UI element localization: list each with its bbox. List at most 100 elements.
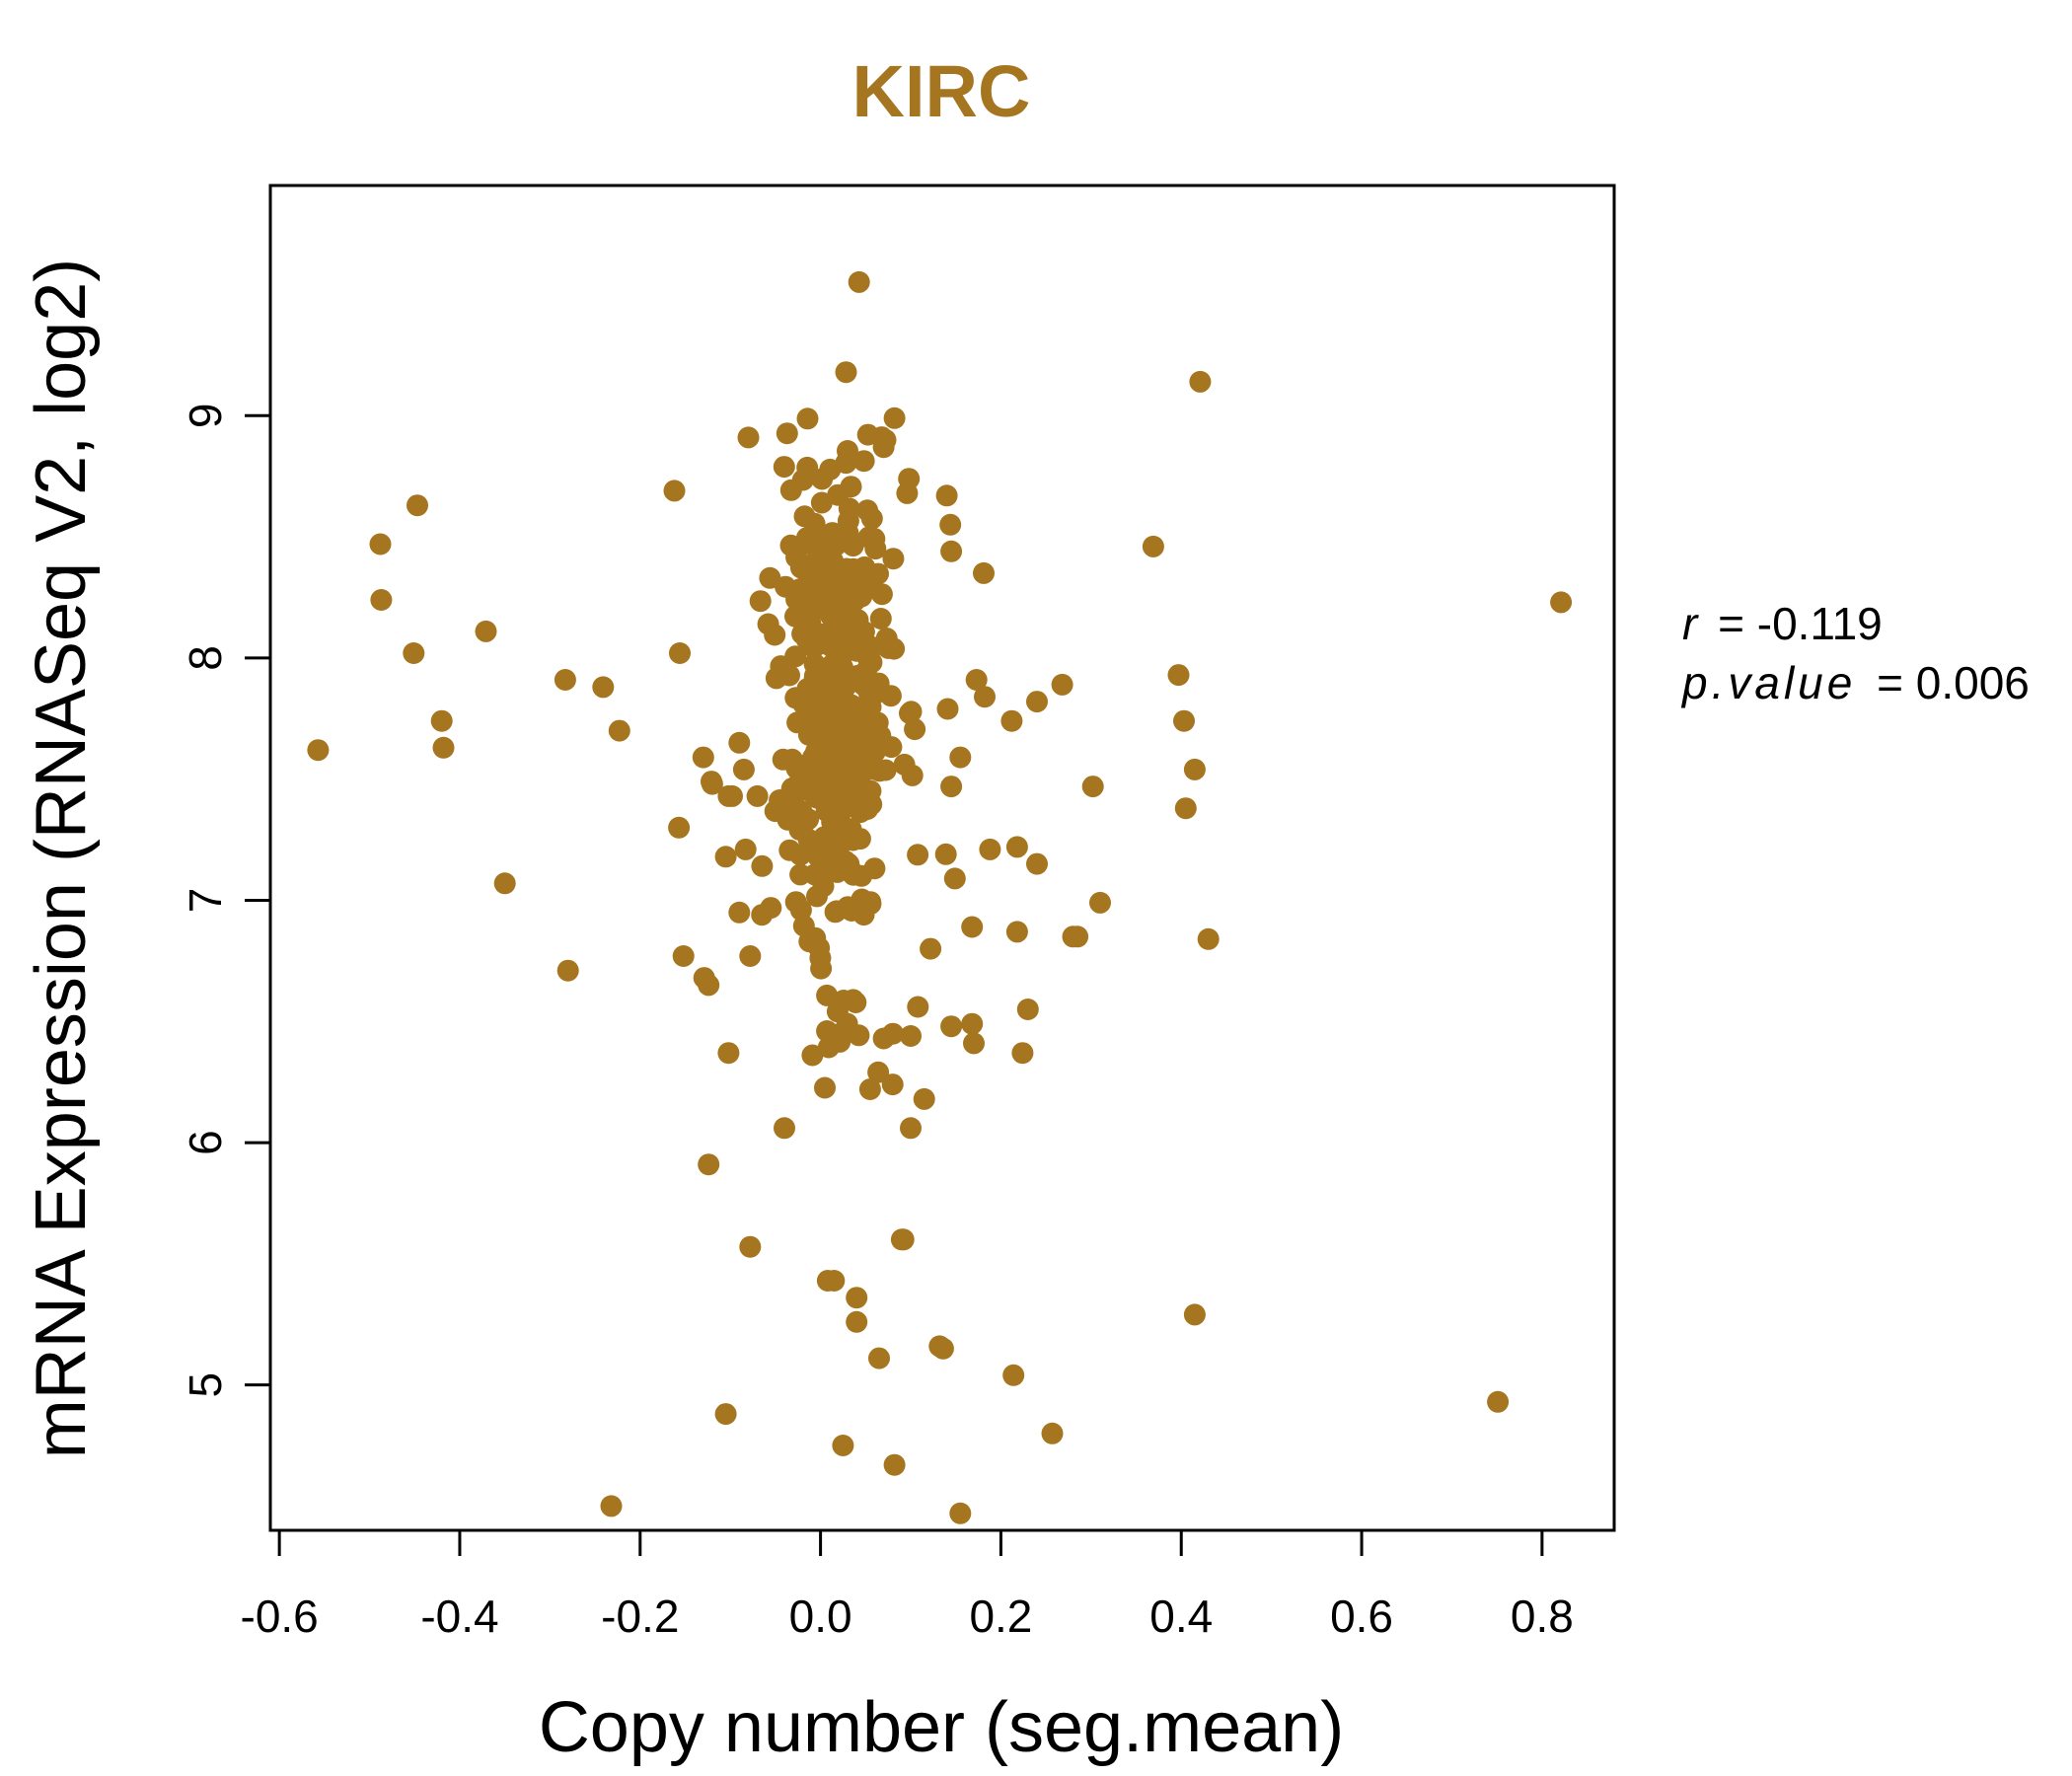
data-point: [1005, 836, 1028, 858]
data-point: [554, 669, 576, 691]
data-point: [692, 746, 714, 769]
r-label: r: [1682, 598, 1699, 649]
data-point: [784, 891, 807, 914]
data-point: [801, 696, 824, 718]
data-point: [592, 676, 615, 699]
data-point: [407, 494, 428, 517]
data-point: [940, 776, 963, 798]
data-point: [882, 1022, 904, 1045]
data-point: [814, 1076, 836, 1099]
data-point: [812, 659, 835, 682]
data-point: [904, 718, 926, 741]
data-point: [739, 945, 762, 967]
data-point: [961, 916, 984, 938]
data-point: [774, 1117, 795, 1140]
x-tick-label: 0.4: [1149, 1591, 1213, 1642]
data-point: [817, 1036, 840, 1059]
chart-title: KIRC: [852, 50, 1031, 132]
data-point: [881, 1073, 904, 1096]
data-point: [1067, 925, 1089, 948]
data-point: [608, 719, 630, 742]
data-point: [370, 589, 393, 611]
data-point: [832, 773, 854, 795]
data-point: [837, 509, 859, 532]
data-point: [556, 959, 579, 982]
data-point: [698, 1153, 720, 1176]
data-point: [668, 816, 691, 839]
data-point: [963, 1032, 985, 1055]
data-point: [827, 860, 849, 883]
p-label: p.value: [1680, 657, 1856, 708]
data-point: [823, 1270, 846, 1292]
data-point: [737, 426, 760, 449]
data-point: [863, 857, 886, 880]
x-tick-label: 0.6: [1330, 1591, 1393, 1642]
data-point: [879, 685, 902, 707]
data-point: [739, 1235, 762, 1258]
data-point: [940, 540, 963, 562]
data-point: [965, 669, 988, 691]
data-point: [848, 270, 870, 293]
data-point: [868, 1347, 890, 1369]
data-point: [907, 844, 929, 866]
data-point: [1051, 673, 1073, 696]
data-point: [1183, 758, 1206, 780]
data-point: [974, 686, 996, 708]
data-point: [779, 479, 802, 501]
data-point: [793, 505, 816, 528]
data-point: [934, 843, 957, 865]
data-point: [846, 1287, 868, 1309]
data-point: [403, 642, 425, 664]
data-point: [1002, 1364, 1025, 1386]
data-point: [669, 642, 691, 664]
data-point: [701, 771, 722, 793]
data-point: [728, 901, 751, 924]
data-point: [883, 1453, 906, 1476]
data-point: [1089, 891, 1111, 914]
y-axis-label: mRNA Expression (RNASeq V2, log2): [22, 259, 101, 1458]
data-point: [749, 590, 772, 613]
data-point: [834, 745, 856, 768]
data-point: [860, 651, 883, 674]
data-point: [826, 595, 849, 618]
data-point: [819, 797, 842, 820]
data-point: [1189, 370, 1212, 393]
data-point: [892, 1228, 915, 1251]
data-point: [773, 456, 795, 479]
data-point: [663, 480, 686, 502]
data-point: [827, 685, 850, 707]
data-point: [746, 784, 769, 807]
data-point: [732, 758, 755, 780]
data-point: [939, 513, 962, 536]
data-point: [858, 726, 881, 749]
data-point: [714, 1403, 737, 1426]
data-point: [835, 361, 857, 384]
data-point: [1005, 921, 1028, 943]
data-point: [1142, 535, 1164, 557]
data-point: [728, 731, 751, 754]
data-point: [821, 522, 844, 545]
data-point: [940, 1015, 963, 1038]
data-point: [717, 784, 740, 807]
data-point: [493, 872, 516, 895]
data-point: [949, 1502, 972, 1524]
x-tick-label: 0.8: [1511, 1591, 1574, 1642]
y-tick-label: 8: [180, 645, 231, 671]
r-value: = -0.119: [1718, 598, 1883, 649]
data-point: [795, 464, 818, 486]
data-point: [1197, 927, 1220, 950]
data-point: [943, 867, 966, 890]
data-point: [835, 452, 857, 475]
data-point: [936, 698, 959, 720]
data-point: [913, 1087, 935, 1110]
data-point: [1026, 852, 1048, 875]
data-point: [832, 663, 854, 686]
data-point: [852, 450, 875, 473]
y-tick-label: 5: [180, 1372, 231, 1398]
data-point: [796, 407, 819, 430]
data-point: [714, 846, 737, 868]
data-point: [803, 863, 826, 886]
data-point: [920, 937, 942, 960]
data-point: [882, 548, 905, 570]
data-point: [307, 739, 330, 762]
